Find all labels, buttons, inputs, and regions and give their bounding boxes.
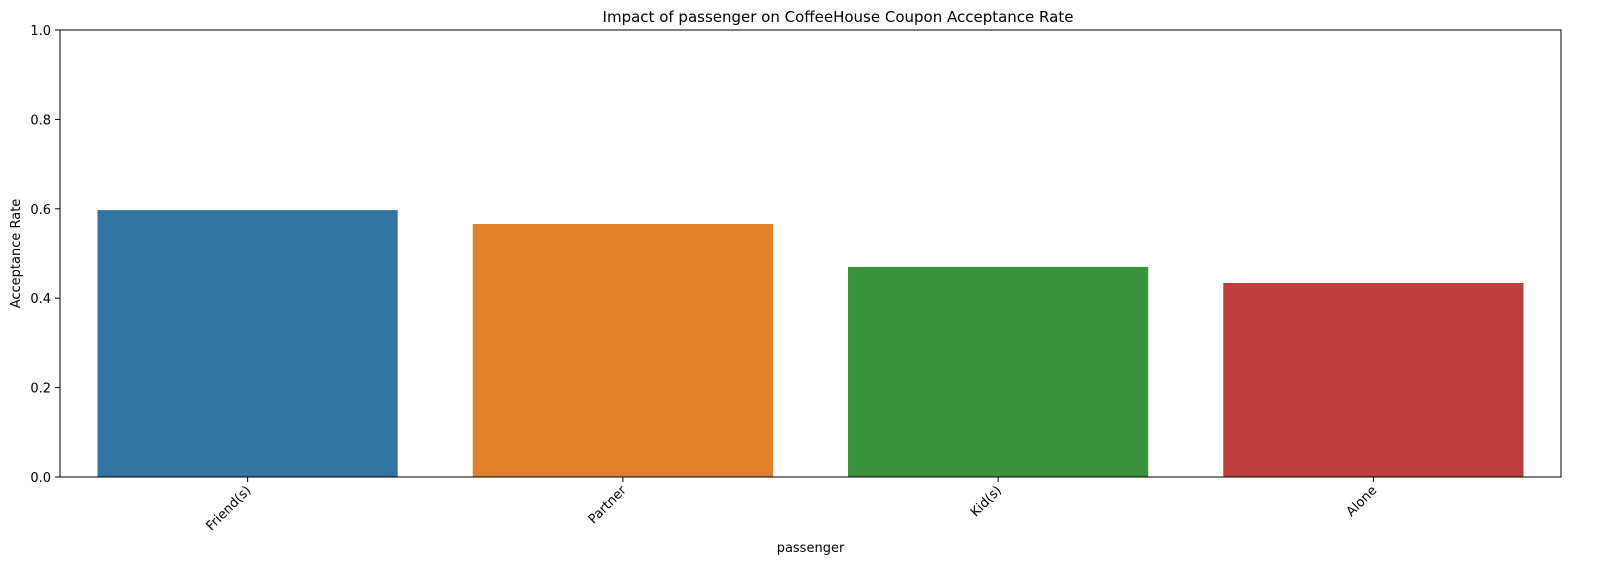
bars-group — [97, 210, 1524, 478]
bar-kids — [848, 266, 1149, 477]
plot-frame — [59, 29, 1562, 478]
y-tick-label: 0.6 — [30, 203, 51, 218]
y-axis-label: Acceptance Rate — [9, 199, 24, 309]
x-axis: Friend(s) Partner Kid(s) Alone — [204, 477, 1381, 534]
x-tick-label: Friend(s) — [204, 483, 255, 534]
y-axis: 0.0 0.2 0.4 0.6 0.8 1.0 — [30, 24, 60, 486]
chart-title: Impact of passenger on CoffeeHouse Coupo… — [603, 8, 1074, 26]
bar-partner — [472, 223, 773, 477]
y-tick-label: 0.2 — [30, 382, 51, 397]
x-tick-label: Alone — [1344, 483, 1381, 520]
y-tick-label: 1.0 — [30, 24, 51, 39]
x-axis-label: passenger — [777, 541, 845, 556]
y-tick-label: 0.0 — [30, 471, 51, 486]
bar-friends — [97, 210, 398, 478]
y-tick-label: 0.4 — [30, 292, 51, 307]
bar-alone — [1223, 283, 1524, 477]
x-tick-label: Kid(s) — [968, 483, 1005, 520]
x-tick-label: Partner — [586, 483, 630, 527]
y-tick-label: 0.8 — [30, 113, 51, 128]
